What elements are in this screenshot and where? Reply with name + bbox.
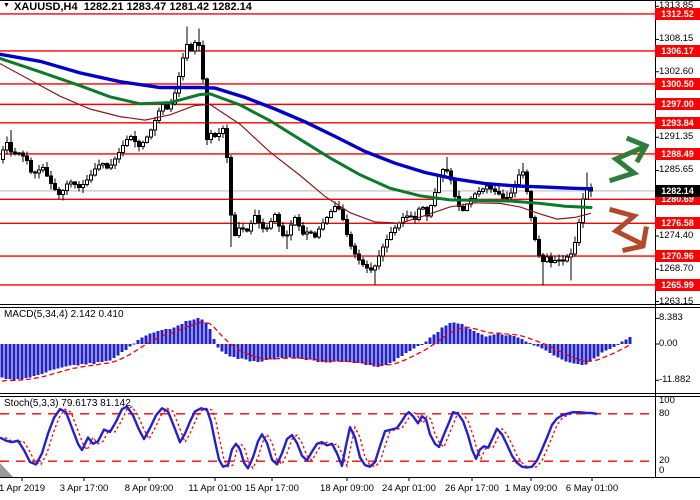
price-level-tag: 1276.58 <box>655 217 700 230</box>
price-tick-label: 1274.40 <box>659 229 694 241</box>
time-tick-label: 6 May 01:00 <box>565 483 619 494</box>
price-level-lines <box>0 13 655 286</box>
price-tick-label: 1302.60 <box>659 65 694 77</box>
time-tick-label: 8 Apr 09:00 <box>124 483 174 494</box>
stoch-tick-label: 80 <box>659 407 670 419</box>
price-tick-label: 1268.70 <box>659 263 694 275</box>
price-level-tag: 1270.96 <box>655 250 700 263</box>
price-level-tag: 1297.00 <box>655 98 700 111</box>
price-tick-label: 1308.15 <box>659 33 694 45</box>
price-tick-label: 1291.35 <box>659 131 694 143</box>
collapse-chart-icon[interactable]: ▼ <box>3 2 10 9</box>
price-tick-label: 1263.15 <box>659 295 694 307</box>
time-tick-label: 11 Apr 01:00 <box>188 483 242 494</box>
time-tick-label: 3 Apr 17:00 <box>59 483 109 494</box>
stoch-tick-label: 20 <box>659 455 670 467</box>
time-tick-label: 1 Apr 2019 <box>0 483 45 494</box>
macd-indicator-label: MACD(5,34,4) 2.142 0.410 <box>4 309 124 320</box>
price-chart-plot[interactable] <box>0 0 655 304</box>
stoch-tick-label: 0 <box>659 465 665 476</box>
current-price-tag: 1282.14 <box>655 184 700 197</box>
macd-tick-label: -11.882 <box>659 374 691 386</box>
ma-mid-line <box>0 56 593 209</box>
up-arrow-icon[interactable] <box>608 135 650 184</box>
price-level-tag: 1300.50 <box>655 77 700 90</box>
time-tick-label: 24 Apr 01:00 <box>382 483 436 494</box>
time-tick-label: 18 Apr 09:00 <box>320 483 374 494</box>
price-tick-label: 1313.85 <box>659 0 694 12</box>
stoch-indicator-label: Stoch(5,3,3) 79.6173 81.142 <box>4 398 131 409</box>
symbol-period-label: XAUUSD,H4 <box>14 1 78 13</box>
macd-tick-label: 8.383 <box>659 312 683 324</box>
price-tick-label: 1285.65 <box>659 164 694 176</box>
price-level-tag: 1293.84 <box>655 116 700 129</box>
price-level-tag: 1265.99 <box>655 278 700 291</box>
time-tick-label: 15 Apr 17:00 <box>245 483 299 494</box>
price-level-tag: 1306.17 <box>655 44 700 57</box>
stoch-tick-label: 100 <box>659 395 675 406</box>
time-tick-label: 1 May 09:00 <box>504 483 558 494</box>
macd-histogram <box>0 318 632 381</box>
price-level-tag: 1312.52 <box>655 7 700 20</box>
time-tick-label: 26 Apr 17:00 <box>445 483 499 494</box>
macd-signal-line <box>1 321 631 382</box>
stoch-main-line <box>0 405 598 470</box>
stoch-signal-line <box>4 405 604 470</box>
down-arrow-icon[interactable] <box>608 206 649 253</box>
ma-fast-line <box>0 63 592 224</box>
macd-tick-label: 0.00 <box>659 338 678 349</box>
chart-title: XAUUSD,H4 1282.21 1283.47 1281.42 1282.1… <box>14 1 252 13</box>
price-level-tag: 1288.49 <box>655 147 700 160</box>
ma-slow-line <box>0 52 593 191</box>
panel-resize-grip[interactable] <box>0 463 13 477</box>
ohlc-values: 1282.21 1283.47 1281.42 1282.14 <box>83 1 252 13</box>
